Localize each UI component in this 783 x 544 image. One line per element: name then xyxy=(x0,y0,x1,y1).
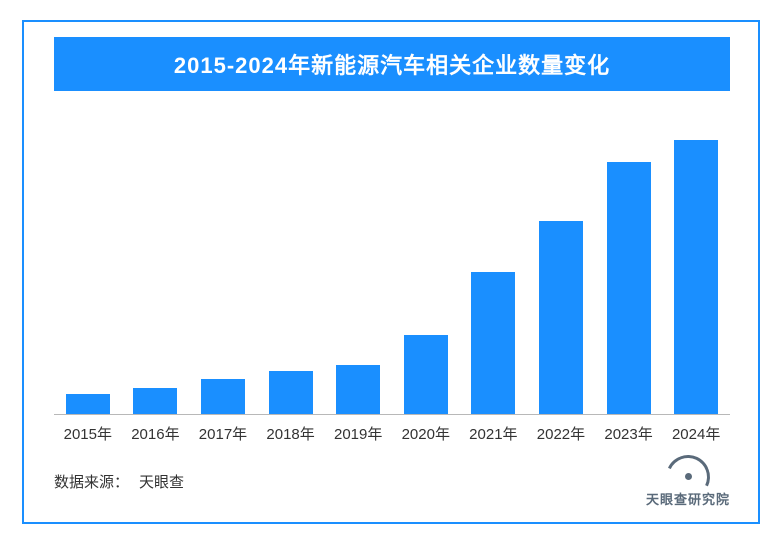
source-label: 数据来源： xyxy=(54,471,129,492)
bar-slot xyxy=(527,221,594,414)
x-label: 2024年 xyxy=(663,423,730,444)
bar-slot xyxy=(392,335,459,414)
bar xyxy=(66,394,110,414)
logo-icon xyxy=(666,459,710,487)
x-label: 2021年 xyxy=(460,423,527,444)
bar xyxy=(674,140,718,414)
x-label: 2017年 xyxy=(189,423,256,444)
bar-slot xyxy=(54,394,121,414)
bar-slot xyxy=(189,379,256,414)
x-label: 2016年 xyxy=(122,423,189,444)
brand-logo: 天眼查研究院 xyxy=(646,459,730,508)
bar-slot xyxy=(595,162,662,414)
data-source: 数据来源： 天眼查 xyxy=(54,471,184,492)
x-label: 2020年 xyxy=(392,423,459,444)
bar-slot xyxy=(257,371,324,414)
x-label: 2018年 xyxy=(257,423,324,444)
x-label: 2015年 xyxy=(54,423,121,444)
x-label: 2022年 xyxy=(527,423,594,444)
x-axis-labels: 2015年2016年2017年2018年2019年2020年2021年2022年… xyxy=(54,419,730,447)
chart-frame: 2015-2024年新能源汽车相关企业数量变化 2015年2016年2017年2… xyxy=(22,20,760,524)
bar-slot xyxy=(325,365,392,414)
title-bar: 2015-2024年新能源汽车相关企业数量变化 xyxy=(54,37,730,91)
source-value: 天眼查 xyxy=(139,471,184,492)
chart-title: 2015-2024年新能源汽车相关企业数量变化 xyxy=(174,48,610,80)
bar xyxy=(336,365,380,414)
bar-chart: 2015年2016年2017年2018年2019年2020年2021年2022年… xyxy=(54,117,730,447)
bar xyxy=(133,388,177,414)
bar-slot xyxy=(663,140,730,414)
bar xyxy=(201,379,245,414)
x-label: 2019年 xyxy=(325,423,392,444)
bar-slot xyxy=(460,272,527,414)
bar xyxy=(539,221,583,414)
x-label: 2023年 xyxy=(595,423,662,444)
bar xyxy=(471,272,515,414)
bars-container xyxy=(54,117,730,415)
bar xyxy=(269,371,313,414)
bar xyxy=(404,335,448,414)
bar-slot xyxy=(122,388,189,414)
bar xyxy=(607,162,651,414)
